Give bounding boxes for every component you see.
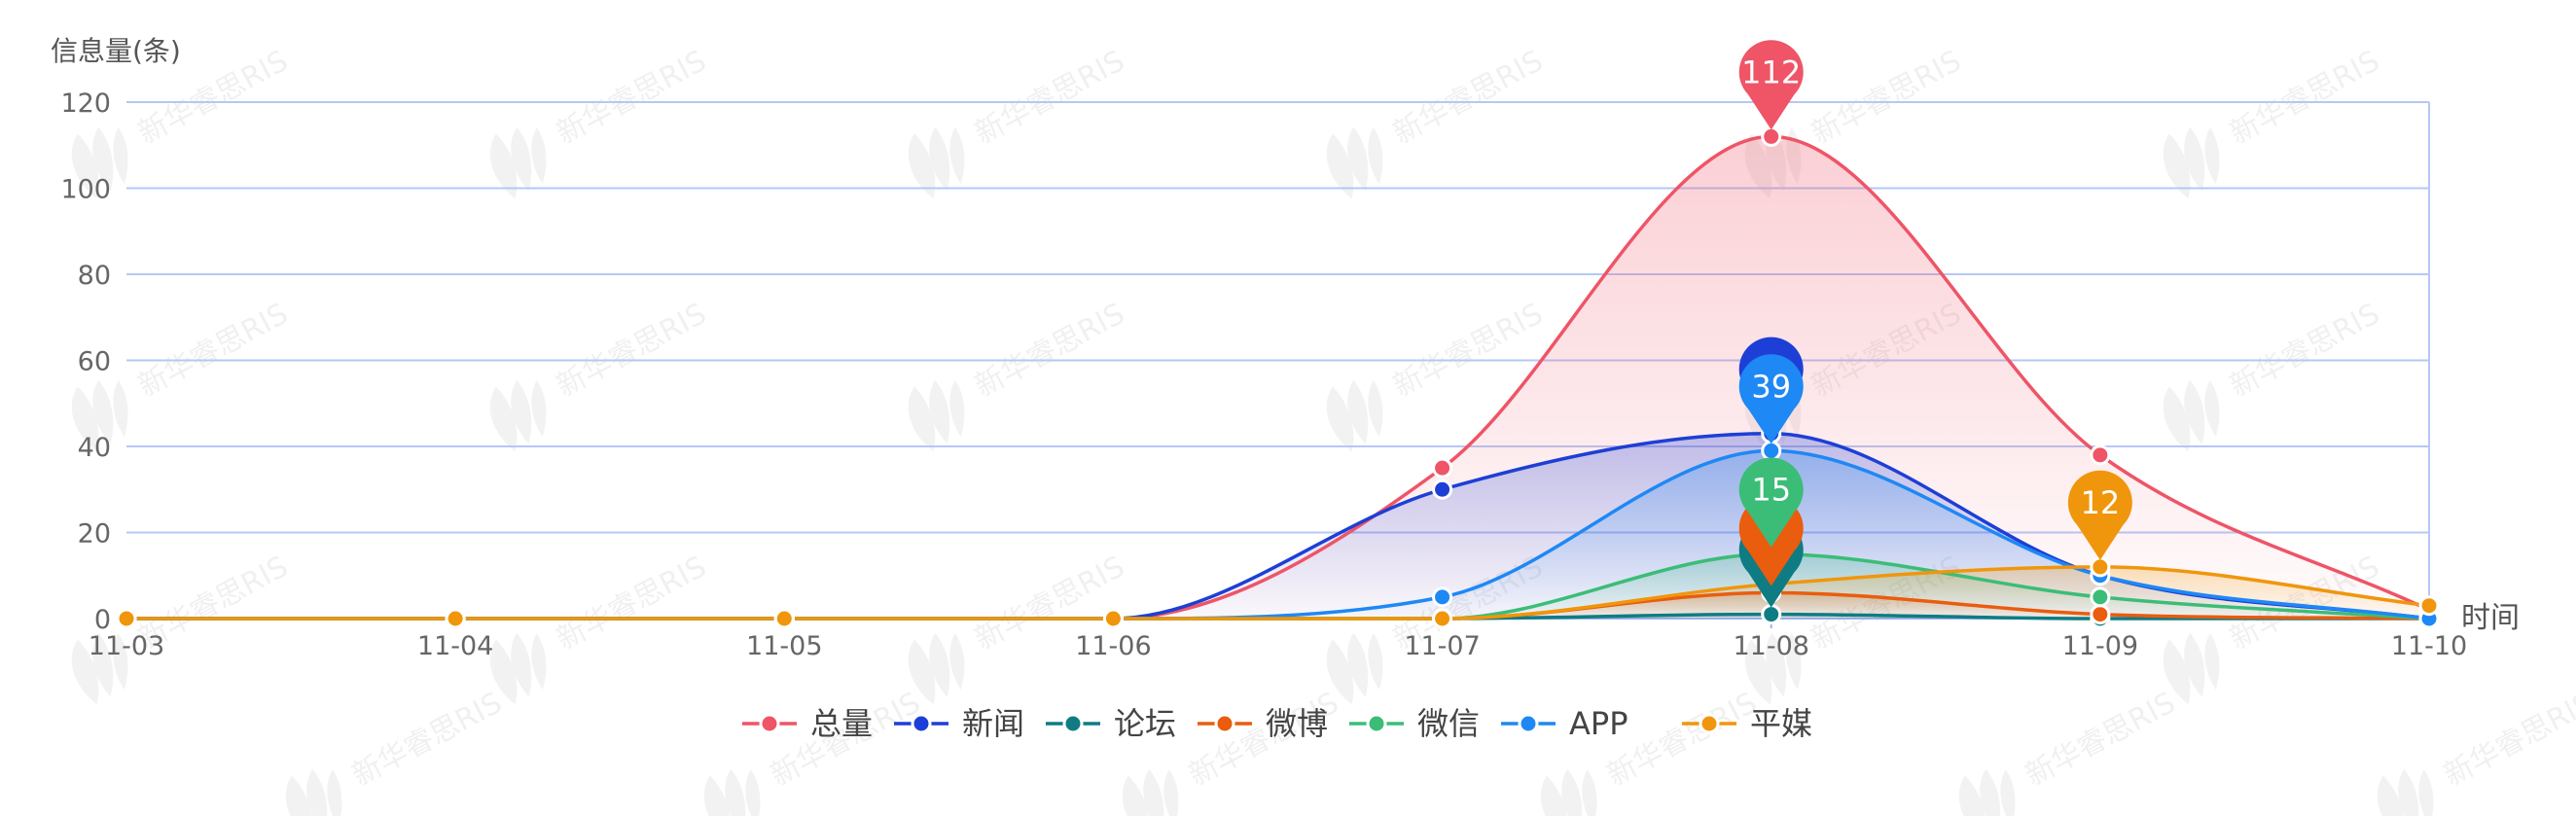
legend-item[interactable]: 新闻 bbox=[894, 705, 1024, 742]
data-point[interactable] bbox=[2090, 604, 2111, 625]
max-marker[interactable]: 15 bbox=[1738, 457, 1804, 548]
x-tick-label: 11-09 bbox=[2062, 631, 2138, 661]
legend-dot bbox=[759, 713, 780, 734]
watermark bbox=[896, 536, 1139, 708]
watermark bbox=[1314, 30, 1557, 202]
data-point[interactable] bbox=[1761, 125, 1782, 147]
x-tick-label: 11-10 bbox=[2391, 631, 2467, 661]
y-tick-label: 20 bbox=[78, 519, 111, 550]
data-point[interactable] bbox=[2090, 556, 2111, 578]
data-point[interactable] bbox=[116, 608, 137, 629]
watermark bbox=[478, 536, 721, 708]
legend-dot bbox=[1366, 713, 1387, 734]
legend-item[interactable]: 总量 bbox=[742, 705, 873, 742]
data-point[interactable] bbox=[2418, 595, 2440, 617]
y-tick-label: 100 bbox=[60, 175, 111, 205]
legend-item[interactable]: 论坛 bbox=[1046, 705, 1176, 742]
legend-dot bbox=[1699, 713, 1720, 734]
x-axis-title: 时间 bbox=[2461, 601, 2520, 635]
legend-label: 总量 bbox=[810, 705, 873, 742]
legend-dot bbox=[1062, 713, 1084, 734]
legend-label: 微信 bbox=[1417, 705, 1480, 742]
legend-dot bbox=[911, 713, 932, 734]
series-lines bbox=[126, 134, 2430, 621]
legend-label: 微博 bbox=[1266, 705, 1328, 742]
legend-label: 论坛 bbox=[1114, 705, 1176, 742]
marker-pin bbox=[2067, 470, 2132, 560]
y-tick-label: 120 bbox=[60, 89, 111, 119]
data-point[interactable] bbox=[445, 608, 466, 629]
grid-lines bbox=[125, 101, 2430, 628]
y-tick-label: 60 bbox=[78, 347, 111, 377]
data-point[interactable] bbox=[2090, 586, 2111, 608]
watermark bbox=[2151, 30, 2394, 202]
watermark bbox=[896, 283, 1139, 455]
watermark bbox=[692, 672, 935, 816]
max-marker[interactable]: 39 bbox=[1738, 354, 1804, 444]
x-tick-label: 11-07 bbox=[1404, 631, 1480, 661]
data-point[interactable] bbox=[1432, 586, 1453, 608]
data-point[interactable] bbox=[1432, 457, 1453, 479]
data-point[interactable] bbox=[1432, 479, 1453, 500]
legend-label: APP bbox=[1569, 705, 1628, 742]
marker-label: 12 bbox=[2080, 484, 2120, 521]
y-tick-label: 80 bbox=[78, 261, 111, 291]
legend: 总量 新闻 论坛 微博 微信 APP 平媒 bbox=[742, 705, 1812, 742]
data-point[interactable] bbox=[1432, 608, 1453, 629]
x-tick-label: 11-05 bbox=[746, 631, 822, 661]
legend-item[interactable]: 平媒 bbox=[1682, 705, 1812, 742]
legend-dot bbox=[1518, 713, 1539, 734]
watermark bbox=[273, 672, 517, 816]
watermark bbox=[1947, 672, 2190, 816]
y-axis-title: 信息量(条) bbox=[51, 35, 181, 67]
legend-item[interactable]: 微信 bbox=[1349, 705, 1480, 742]
marker-label: 39 bbox=[1751, 368, 1791, 405]
legend-item[interactable]: APP bbox=[1501, 705, 1628, 742]
x-tick-label: 11-06 bbox=[1075, 631, 1151, 661]
series-line[interactable] bbox=[126, 565, 2430, 621]
watermark-layer bbox=[59, 30, 2576, 816]
legend-item[interactable]: 微博 bbox=[1198, 705, 1328, 742]
marker-pin bbox=[1738, 457, 1804, 548]
data-point[interactable] bbox=[1761, 440, 1782, 461]
max-markers: 112 15 39 12 bbox=[1738, 40, 2132, 608]
data-point[interactable] bbox=[1761, 604, 1782, 625]
series-area bbox=[126, 566, 2429, 619]
watermark bbox=[1528, 672, 1771, 816]
marker-label: 112 bbox=[1741, 53, 1801, 90]
data-point[interactable] bbox=[1102, 608, 1124, 629]
axes: 信息量(条) 时间 0 20 40 60 80 100 120 11-03 11-04 11-05… bbox=[51, 35, 2520, 661]
max-marker[interactable]: 12 bbox=[2067, 470, 2132, 560]
legend-label: 平媒 bbox=[1750, 705, 1812, 742]
watermark bbox=[478, 283, 721, 455]
x-tick-label: 11-03 bbox=[89, 631, 164, 661]
watermark bbox=[1110, 672, 1353, 816]
legend-label: 新闻 bbox=[962, 705, 1024, 742]
marker-pin bbox=[1738, 40, 1804, 130]
data-point[interactable] bbox=[773, 608, 795, 629]
marker-pin bbox=[1738, 354, 1804, 444]
watermark bbox=[478, 30, 721, 202]
y-tick-label: 40 bbox=[78, 433, 111, 463]
y-tick-label: 0 bbox=[94, 605, 111, 635]
series-area bbox=[126, 136, 2429, 619]
series-points bbox=[116, 125, 2440, 629]
watermark bbox=[2151, 283, 2394, 455]
data-point[interactable] bbox=[2090, 444, 2111, 466]
marker-label: 15 bbox=[1751, 472, 1791, 509]
watermark bbox=[896, 30, 1139, 202]
series-areas bbox=[126, 136, 2429, 619]
x-tick-label: 11-08 bbox=[1733, 631, 1808, 661]
x-tick-label: 11-04 bbox=[417, 631, 493, 661]
watermark bbox=[2365, 672, 2576, 816]
max-marker[interactable]: 112 bbox=[1738, 40, 1804, 130]
legend-dot bbox=[1214, 713, 1235, 734]
